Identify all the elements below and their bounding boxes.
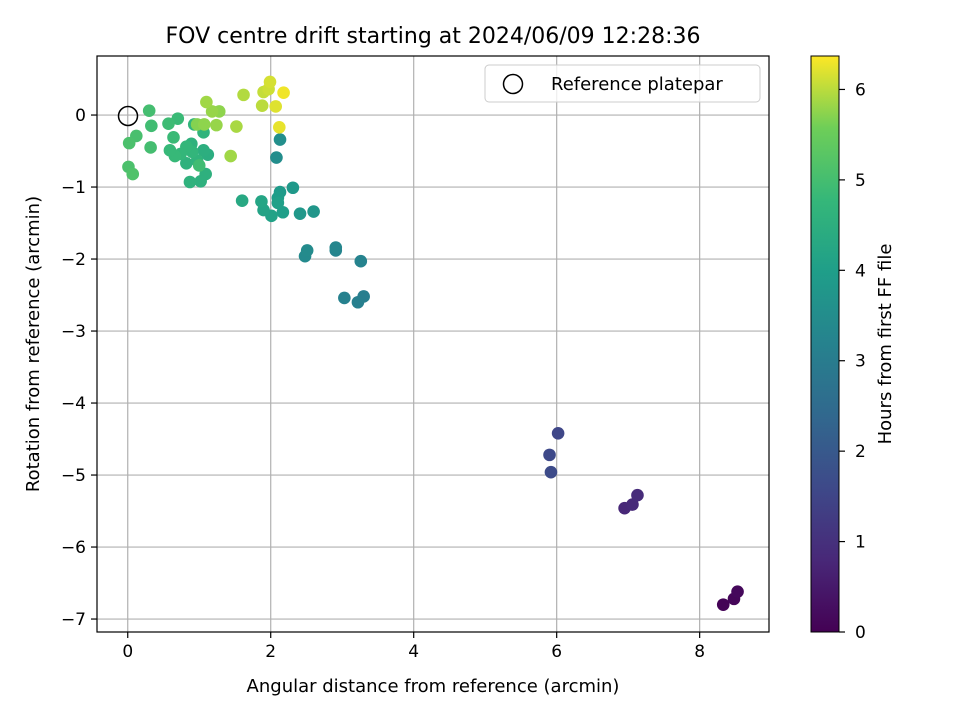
legend: Reference platepar <box>484 64 761 103</box>
legend-open-circle-icon <box>502 73 524 95</box>
data-point <box>354 254 368 268</box>
data-point <box>270 151 283 164</box>
data-point <box>230 120 243 133</box>
data-point <box>180 156 193 170</box>
y-axis-label: Rotation from reference (arcmin) <box>23 196 44 492</box>
x-tick-label: 6 <box>551 642 562 662</box>
legend-box <box>484 64 761 103</box>
data-point <box>272 120 286 134</box>
data-point <box>210 118 223 132</box>
data-point <box>271 196 285 210</box>
data-point <box>197 144 210 157</box>
data-point <box>273 133 287 146</box>
y-tick-label: −1 <box>61 178 86 198</box>
legend-label: Reference platepar <box>551 74 723 95</box>
data-point <box>286 181 300 195</box>
data-point <box>171 112 185 125</box>
y-tick-label: −2 <box>61 250 86 270</box>
data-point <box>224 149 237 163</box>
data-point <box>626 498 639 511</box>
data-point <box>351 295 365 309</box>
data-point <box>731 585 744 598</box>
data-point <box>293 207 307 220</box>
data-point <box>197 118 211 131</box>
data-point <box>255 99 269 112</box>
y-tick-label: −6 <box>61 538 86 558</box>
data-point <box>126 167 140 181</box>
data-point <box>200 95 213 109</box>
x-axis-label: Angular distance from reference (arcmin) <box>247 676 620 697</box>
y-tick-label: −7 <box>61 610 86 630</box>
x-axis-ticks: 0 2 4 6 8 <box>122 632 705 662</box>
colorbar-ticks: 0 1 2 3 4 5 6 <box>839 80 866 643</box>
colorbar-strip <box>810 55 840 633</box>
data-point <box>163 144 177 157</box>
data-point <box>235 194 249 208</box>
data-point <box>194 174 207 188</box>
y-tick-label: −3 <box>61 322 86 342</box>
data-point <box>263 75 277 89</box>
colorbar-tick-label: 5 <box>855 171 866 191</box>
data-point <box>144 141 157 154</box>
grid-lines <box>97 56 769 632</box>
colorbar-tick-label: 2 <box>855 442 866 462</box>
y-tick-label: 0 <box>75 106 86 126</box>
colorbar-tick-label: 6 <box>855 80 866 100</box>
colorbar-tick-label: 4 <box>855 261 866 281</box>
colorbar-label: Hours from first FF file <box>875 244 896 445</box>
data-point <box>183 175 197 189</box>
data-point <box>551 426 565 440</box>
data-point <box>300 244 314 257</box>
data-point <box>277 86 290 100</box>
y-axis-ticks: 0 −1 −2 −3 −4 −5 −6 −7 <box>61 106 97 630</box>
data-point <box>205 105 219 118</box>
x-tick-label: 0 <box>122 642 133 662</box>
colorbar-tick-label: 1 <box>855 533 866 553</box>
data-point <box>237 88 250 102</box>
y-tick-label: −4 <box>61 394 86 414</box>
data-point <box>269 100 283 113</box>
colorbar-tick-label: 3 <box>855 352 866 372</box>
data-point <box>162 117 175 130</box>
plot-frame <box>96 55 770 633</box>
x-tick-label: 8 <box>694 642 705 662</box>
data-points <box>122 75 744 611</box>
data-point <box>631 488 644 502</box>
colorbar: 0 1 2 3 4 5 6 Hours from first FF file <box>810 55 896 643</box>
data-point <box>276 205 290 219</box>
reference-platepar-marker <box>117 105 139 127</box>
data-point <box>544 465 558 479</box>
data-point <box>255 195 268 208</box>
data-point <box>145 119 158 133</box>
data-point <box>716 598 730 611</box>
data-point <box>329 241 343 254</box>
data-point <box>167 131 180 144</box>
chart-title: FOV centre drift starting at 2024/06/09 … <box>166 24 701 49</box>
data-point <box>192 159 206 172</box>
data-point <box>543 448 556 462</box>
data-point <box>338 291 351 305</box>
data-point <box>122 136 136 150</box>
data-point <box>142 104 156 118</box>
data-point <box>307 205 320 218</box>
x-tick-label: 2 <box>265 642 276 662</box>
colorbar-tick-label: 0 <box>855 623 866 643</box>
y-tick-label: −5 <box>61 466 86 486</box>
x-tick-label: 4 <box>408 642 419 662</box>
